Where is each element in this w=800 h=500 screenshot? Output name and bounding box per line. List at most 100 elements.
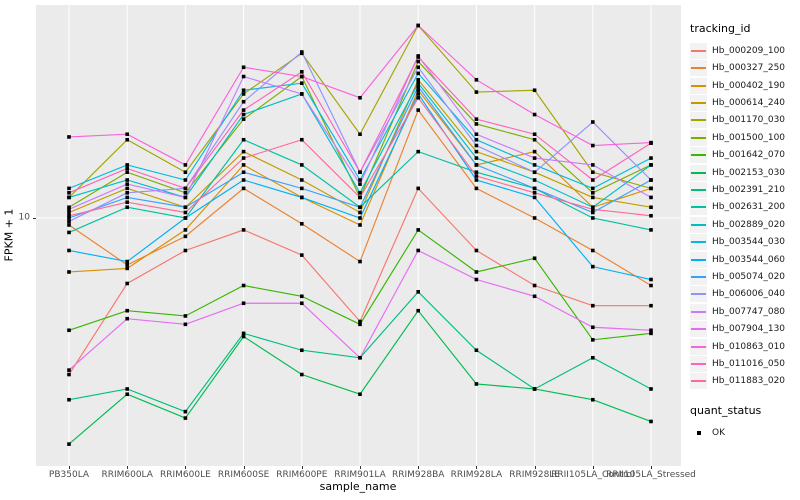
legend-entry-Hb_003544_060: Hb_003544_060 [690, 251, 800, 268]
legend-entry-label: Hb_002631_200 [712, 202, 786, 213]
data-point [474, 163, 479, 167]
data-point [67, 270, 71, 274]
data-point [67, 213, 71, 218]
x-tick-label: RRIM901LA [334, 470, 386, 480]
legend-line-icon [691, 119, 706, 122]
data-point [416, 78, 420, 82]
legend-key-swatch [690, 129, 707, 146]
legend-line-icon [691, 328, 706, 331]
data-point [241, 88, 246, 93]
x-tick-label: RRIM600LA [101, 470, 153, 480]
data-point [241, 149, 246, 154]
legend-line-icon [691, 189, 706, 191]
data-point [300, 137, 304, 142]
data-point [67, 230, 71, 235]
legend-entry-label: Hb_003544_030 [712, 237, 786, 248]
x-tick-mark [476, 466, 478, 469]
data-point [241, 331, 246, 336]
data-point [474, 382, 479, 386]
data-point [591, 397, 595, 402]
x-tick-mark [651, 466, 652, 469]
data-point [474, 143, 479, 148]
data-point [591, 355, 595, 360]
data-point [67, 442, 71, 446]
data-point [241, 163, 246, 167]
data-point [358, 182, 362, 186]
data-point [67, 186, 71, 191]
data-point [67, 191, 71, 195]
data-point [67, 216, 71, 220]
data-point [416, 81, 420, 85]
data-point [183, 178, 188, 182]
data-point [591, 191, 595, 195]
legend-line-icon [691, 84, 706, 87]
data-point [125, 205, 129, 210]
legend-line-icon [691, 362, 706, 365]
legend-key-swatch [690, 199, 707, 216]
data-point [67, 397, 71, 402]
legend-line-icon [691, 67, 706, 70]
legend-entry-Hb_002153_030: Hb_002153_030 [690, 164, 800, 181]
data-point [183, 186, 188, 191]
data-point [649, 213, 653, 218]
data-point [591, 195, 595, 200]
data-point [532, 88, 537, 93]
data-point [649, 419, 653, 424]
x-tick-label: PB350LA [48, 470, 90, 480]
legend2-entries: OK [690, 424, 800, 441]
legend-entry-label: Hb_006006_040 [712, 289, 786, 300]
data-point [241, 178, 246, 182]
legend-entry-Hb_002631_200: Hb_002631_200 [690, 199, 800, 216]
data-point [591, 303, 595, 308]
data-point [532, 294, 537, 299]
data-point [183, 228, 188, 232]
data-point [649, 283, 653, 288]
legend-entry-label: Hb_011883_020 [712, 376, 786, 387]
data-point [532, 216, 537, 220]
data-point [358, 319, 362, 324]
black-square-marker-icon [696, 430, 701, 435]
data-point [125, 281, 129, 286]
x-tick-mark [185, 466, 187, 469]
data-point [649, 303, 653, 308]
data-point [125, 392, 129, 397]
data-point [125, 259, 129, 264]
data-point [125, 200, 129, 205]
legend-line-icon [691, 310, 706, 313]
legend-entry-Hb_006006_040: Hb_006006_040 [690, 286, 800, 303]
x-tick-label: RRII105LA_Control [551, 470, 635, 480]
data-point [300, 178, 304, 182]
data-point [183, 205, 188, 210]
data-point [300, 372, 304, 377]
data-point [300, 294, 304, 299]
legend-entry-label: Hb_007747_080 [712, 306, 786, 317]
data-point [358, 170, 362, 175]
data-point [183, 195, 188, 200]
data-point [241, 170, 246, 175]
data-point [300, 221, 304, 226]
x-tick-mark [127, 466, 129, 469]
data-point [474, 174, 479, 178]
data-point [300, 50, 304, 54]
legend-key-swatch [690, 373, 707, 390]
legend-entry-label: Hb_000614_240 [712, 98, 786, 109]
data-point [125, 137, 129, 142]
data-point [532, 132, 537, 137]
legend-line-icon [691, 258, 706, 261]
data-point [241, 74, 246, 79]
data-point [183, 248, 188, 253]
legend-entry-Hb_002391_210: Hb_002391_210 [690, 181, 800, 198]
x-tick-label: RRII105LA_Stressed [606, 470, 696, 480]
legend-line-icon [691, 136, 706, 139]
data-point [300, 92, 304, 96]
x-tick-label: RRIM928LE [509, 470, 560, 480]
data-point [241, 65, 246, 70]
data-point [591, 170, 595, 175]
legend-entry-quant-OK: OK [690, 424, 800, 441]
data-point [358, 322, 362, 327]
data-point [241, 228, 246, 232]
legend-title-tracking-id: tracking_id [690, 22, 751, 35]
data-point [532, 156, 537, 160]
data-point [591, 325, 595, 330]
